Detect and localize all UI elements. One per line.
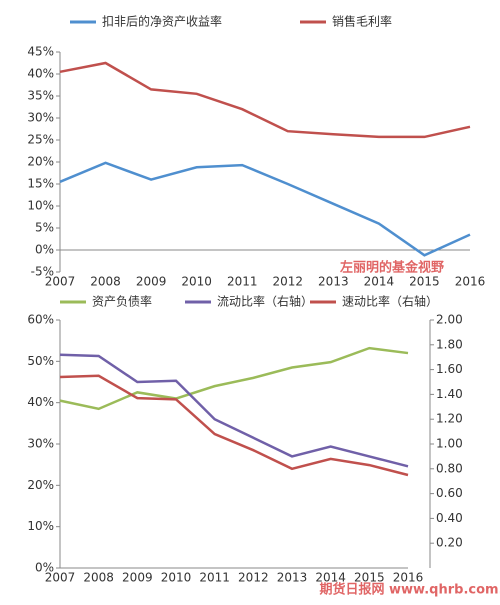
y-tick-label: 30% xyxy=(27,437,54,451)
y-tick-label: 50% xyxy=(27,354,54,368)
y2-tick-label: 1.60 xyxy=(436,362,463,376)
y-tick-label: 20% xyxy=(27,478,54,492)
x-tick-label: 2013 xyxy=(277,571,308,585)
y-tick-label: 15% xyxy=(27,177,54,191)
y2-tick-label: 1.20 xyxy=(436,412,463,426)
x-tick-label: 2008 xyxy=(90,275,121,289)
x-tick-label: 2014 xyxy=(364,275,395,289)
y-tick-label: 30% xyxy=(27,111,54,125)
y-tick-label: 10% xyxy=(27,199,54,213)
y-tick-label: -5% xyxy=(31,265,54,279)
x-tick-label: 2007 xyxy=(45,275,76,289)
legend-label: 销售毛利率 xyxy=(332,14,392,29)
legend-label: 资产负债率 xyxy=(92,294,152,309)
x-tick-label: 2010 xyxy=(181,275,212,289)
x-tick-label: 2011 xyxy=(227,275,258,289)
x-tick-label: 2008 xyxy=(83,571,114,585)
y-tick-label: 0% xyxy=(35,243,54,257)
y-tick-label: 40% xyxy=(27,67,54,81)
x-tick-label: 2011 xyxy=(199,571,230,585)
line-series xyxy=(59,353,409,468)
y2-tick-label: 0.20 xyxy=(436,536,463,550)
y2-tick-label: 0.80 xyxy=(436,461,463,475)
x-tick-label: 2016 xyxy=(393,571,424,585)
x-tick-label: 2012 xyxy=(238,571,269,585)
line-series xyxy=(59,61,471,139)
y-tick-label: 25% xyxy=(27,133,54,147)
y2-tick-label: 0.40 xyxy=(436,511,463,525)
y2-tick-label: 1.80 xyxy=(436,337,463,351)
x-tick-label: 2007 xyxy=(45,571,76,585)
y-tick-label: 10% xyxy=(27,519,54,533)
line-series xyxy=(59,346,409,411)
x-tick-label: 2014 xyxy=(315,571,346,585)
y-tick-label: 0% xyxy=(35,561,54,575)
y-tick-label: 60% xyxy=(27,313,54,327)
x-tick-label: 2015 xyxy=(409,275,440,289)
x-tick-label: 2012 xyxy=(273,275,304,289)
y-tick-label: 40% xyxy=(27,395,54,409)
legend-label: 速动比率（右轴） xyxy=(342,294,438,309)
legend-label: 流动比率（右轴） xyxy=(217,294,313,309)
x-tick-label: 2015 xyxy=(354,571,385,585)
x-tick-label: 2013 xyxy=(318,275,349,289)
y-tick-label: 35% xyxy=(27,89,54,103)
line-series xyxy=(59,161,471,257)
y2-tick-label: 0.60 xyxy=(436,486,463,500)
y-tick-label: 5% xyxy=(35,221,54,235)
y2-tick-label: 2.00 xyxy=(436,313,463,327)
x-tick-label: 2016 xyxy=(455,275,486,289)
x-tick-label: 2009 xyxy=(122,571,153,585)
y-tick-label: 45% xyxy=(27,45,54,59)
line-series xyxy=(59,374,409,477)
watermark: 左丽明的基金视野 xyxy=(340,260,444,276)
x-tick-label: 2009 xyxy=(136,275,167,289)
y2-tick-label: 1.40 xyxy=(436,387,463,401)
x-tick-label: 2010 xyxy=(161,571,192,585)
legend-label: 扣非后的净资产收益率 xyxy=(102,14,222,29)
y2-tick-label: 1.00 xyxy=(436,437,463,451)
y-tick-label: 20% xyxy=(27,155,54,169)
watermark: 期货日报网 www.qhrb.com.cn xyxy=(320,582,500,598)
